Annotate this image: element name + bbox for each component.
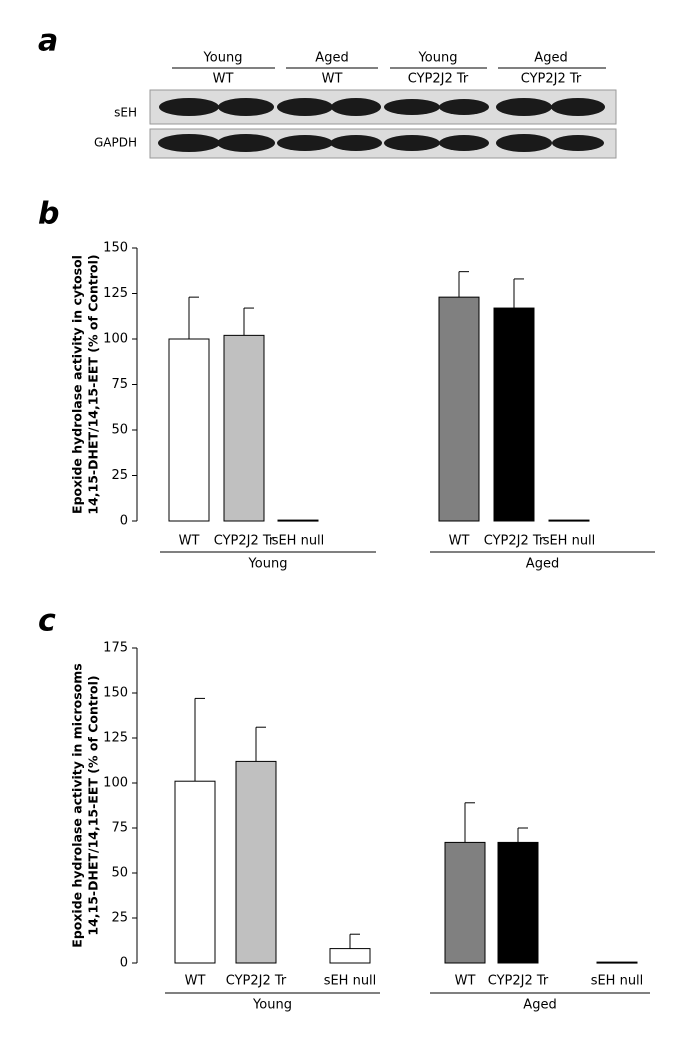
x-tick-label: WT xyxy=(185,974,206,989)
y-tick-label: 75 xyxy=(111,377,128,392)
bar xyxy=(174,780,216,964)
bar xyxy=(329,948,371,964)
y-tick-label: 150 xyxy=(103,241,128,256)
y-tick-label: 0 xyxy=(120,514,128,529)
x-tick-label: sEH null xyxy=(324,974,377,989)
panel-letter: b xyxy=(38,197,59,232)
blot-group-label: WT xyxy=(213,72,234,87)
blot-group-label: Young xyxy=(418,51,458,66)
x-tick-label: WT xyxy=(179,534,200,549)
x-tick-label: CYP2J2 Tr xyxy=(484,534,545,549)
y-tick-label: 125 xyxy=(103,731,128,746)
bar xyxy=(548,519,590,522)
x-tick-label: sEH null xyxy=(543,534,596,549)
blot-group-label: Aged xyxy=(534,51,567,66)
panel-letter: a xyxy=(38,24,58,59)
bar xyxy=(596,961,638,964)
y-tick-label: 0 xyxy=(120,956,128,971)
y-tick-label: 75 xyxy=(111,821,128,836)
x-tick-label: CYP2J2 Tr xyxy=(226,974,287,989)
blot-group-label: CYP2J2 Tr xyxy=(521,72,582,87)
blot-row-label: sEH xyxy=(114,106,137,120)
x-tick-label: CYP2J2 Tr xyxy=(488,974,549,989)
group-label: Young xyxy=(252,998,292,1013)
y-tick-label: 50 xyxy=(111,866,128,881)
blot-group-label: Young xyxy=(203,51,243,66)
blot-row-label: GAPDH xyxy=(94,136,137,150)
y-tick-label: 100 xyxy=(103,332,128,347)
y-tick-label: 150 xyxy=(103,686,128,701)
blot-image xyxy=(149,89,617,159)
bar xyxy=(223,334,265,522)
blot-group-label: Aged xyxy=(315,51,348,66)
y-tick-label: 175 xyxy=(103,641,128,656)
bar xyxy=(493,307,535,522)
bar xyxy=(444,841,486,964)
y-axis-label: Epoxide hydrolase activity in microsoms xyxy=(70,663,85,947)
y-axis-label: Epoxide hydrolase activity in cytosol xyxy=(70,255,85,514)
group-label: Aged xyxy=(523,998,556,1013)
y-axis-label: 14,15-DHET/14,15-EET (% of Control) xyxy=(86,254,101,514)
y-tick-label: 50 xyxy=(111,423,128,438)
x-tick-label: CYP2J2 Tr xyxy=(214,534,275,549)
bar xyxy=(235,760,277,964)
y-axis-label: 14,15-DHET/14,15-EET (% of Control) xyxy=(86,675,101,935)
y-tick-label: 100 xyxy=(103,776,128,791)
x-tick-label: WT xyxy=(449,534,470,549)
group-label: Aged xyxy=(526,557,559,572)
bar xyxy=(168,338,210,522)
y-tick-label: 125 xyxy=(103,286,128,301)
bar xyxy=(438,296,480,522)
blot-group-label: CYP2J2 Tr xyxy=(408,72,469,87)
group-label: Young xyxy=(248,557,288,572)
y-tick-label: 25 xyxy=(111,468,128,483)
bar xyxy=(277,519,319,522)
panel-letter: c xyxy=(38,604,56,639)
y-tick-label: 25 xyxy=(111,911,128,926)
bar xyxy=(497,841,539,964)
x-tick-label: sEH null xyxy=(272,534,325,549)
x-tick-label: WT xyxy=(455,974,476,989)
blot-group-label: WT xyxy=(322,72,343,87)
x-tick-label: sEH null xyxy=(591,974,644,989)
